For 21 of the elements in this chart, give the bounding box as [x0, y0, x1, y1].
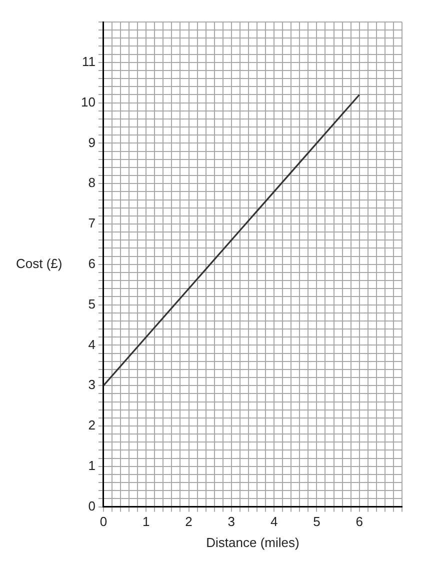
x-axis-title: Distance (miles)	[206, 534, 300, 550]
x-tick-label: 1	[142, 514, 150, 530]
y-tick-label: 11	[82, 54, 96, 69]
y-tick-label: 9	[88, 134, 96, 150]
y-tick-label: 1	[88, 458, 96, 473]
x-tick-label: 2	[185, 514, 192, 530]
y-tick-label: 4	[88, 336, 96, 352]
y-tick-label: 5	[88, 296, 96, 312]
y-tick-label: 8	[88, 175, 96, 190]
x-tick-label: 5	[313, 514, 320, 530]
y-tick-label: 3	[88, 377, 96, 392]
x-tick-label: 0	[100, 514, 108, 530]
y-tick-label: 0	[88, 498, 96, 514]
y-tick-label: 7	[88, 216, 96, 231]
x-tick-label: 3	[228, 514, 236, 530]
y-tick-label: 2	[88, 418, 96, 433]
x-tick-label: 4	[270, 514, 278, 530]
y-axis-title: Cost (£)	[16, 256, 62, 271]
y-tick-label: 10	[80, 94, 96, 110]
y-tick-label: 6	[88, 256, 96, 271]
x-tick-label: 6	[356, 514, 363, 530]
